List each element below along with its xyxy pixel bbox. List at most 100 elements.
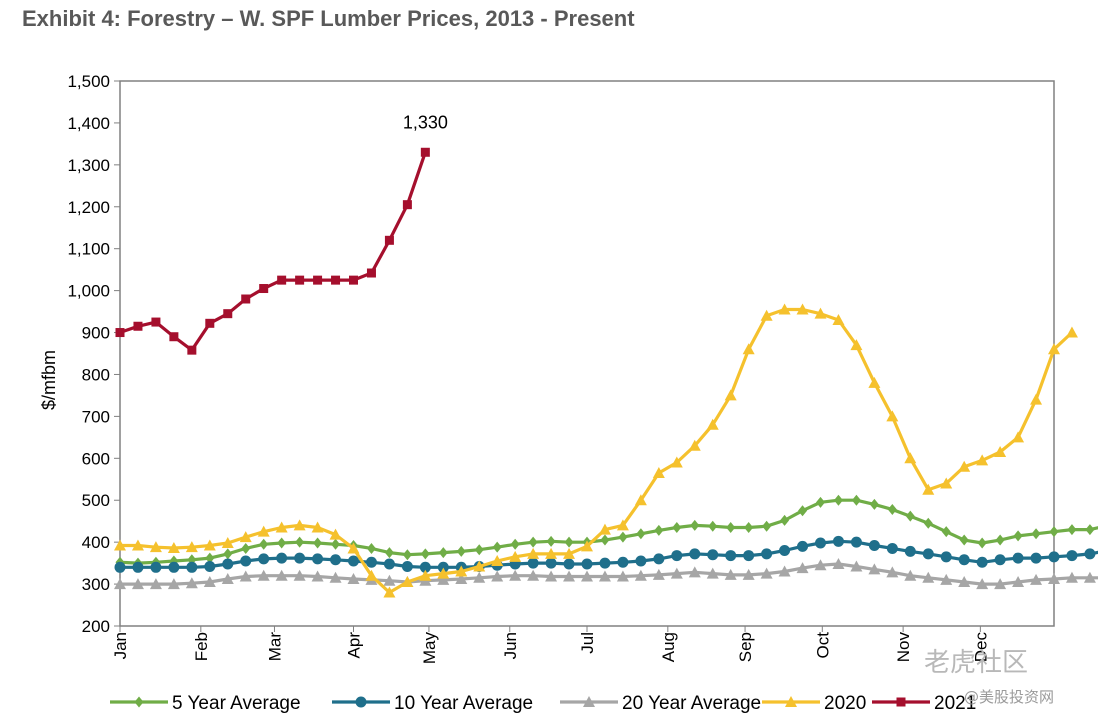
- data-point: [744, 521, 754, 533]
- data-point: [545, 557, 557, 569]
- x-tick-label: Oct: [813, 632, 832, 659]
- series-line: [119, 498, 1098, 565]
- data-point: [257, 569, 270, 581]
- data-point: [868, 540, 880, 552]
- data-point: [977, 537, 987, 549]
- data-point: [726, 521, 736, 533]
- data-point: [742, 343, 755, 355]
- data-point: [958, 554, 970, 566]
- data-point: [455, 573, 468, 585]
- x-tick-label: Dec: [971, 632, 990, 663]
- data-point: [832, 313, 845, 325]
- data-point: [1065, 571, 1078, 583]
- data-point: [850, 536, 862, 548]
- x-tick-label: Feb: [192, 632, 211, 661]
- data-point: [654, 524, 664, 536]
- data-point: [510, 538, 520, 550]
- data-point: [653, 553, 665, 565]
- data-point: [151, 317, 161, 327]
- data-point: [311, 521, 324, 533]
- data-point: [688, 566, 701, 578]
- data-point: [940, 551, 952, 563]
- legend: 5 Year Average 10 Year Average 20 Year Ave…: [110, 693, 976, 714]
- data-point: [994, 446, 1007, 458]
- data-point: [1030, 552, 1042, 564]
- data-point: [240, 555, 252, 567]
- series-layer: 1,330: [114, 112, 1098, 598]
- data-point: [330, 554, 342, 566]
- data-point: [222, 558, 234, 570]
- data-point: [205, 552, 215, 564]
- data-point: [456, 545, 466, 557]
- data-point: [1012, 575, 1025, 587]
- data-point: [347, 542, 360, 554]
- data-point: [295, 275, 305, 285]
- data-point: [1012, 552, 1024, 564]
- data-point: [563, 547, 576, 559]
- data-point: [780, 514, 790, 526]
- data-point: [617, 556, 629, 568]
- data-point: [851, 494, 861, 506]
- data-point: [742, 568, 755, 580]
- data-point: [527, 569, 540, 581]
- data-point: [688, 439, 701, 451]
- data-point: [816, 496, 825, 508]
- data-point: [798, 505, 808, 517]
- data-point: [114, 561, 126, 573]
- axis-layer: 200 300 400 500 600 700 800 900 1,000 1,100 1,200 1…: [67, 72, 990, 664]
- watermark-logo-text: 老虎社区: [924, 648, 1029, 678]
- data-point: [419, 569, 432, 581]
- data-point: [527, 547, 540, 559]
- data-point: [743, 550, 755, 562]
- data-point: [923, 517, 933, 529]
- data-point: [168, 561, 180, 573]
- data-point: [724, 568, 737, 580]
- x-tick-label: Jan: [111, 632, 130, 659]
- data-point: [419, 561, 431, 573]
- data-point: [814, 307, 827, 319]
- y-tick-label: 1,300: [67, 156, 110, 175]
- data-point: [241, 542, 251, 554]
- y-tick-label: 200: [82, 617, 110, 636]
- data-point: [1031, 528, 1041, 540]
- data-point: [725, 550, 737, 562]
- data-point: [383, 574, 396, 586]
- data-point: [114, 578, 126, 590]
- data-point: [257, 525, 270, 537]
- y-tick-label: 1,400: [67, 114, 110, 133]
- data-point: [150, 561, 162, 573]
- data-point: [868, 376, 881, 388]
- data-point: [329, 571, 342, 583]
- data-point: [896, 697, 906, 707]
- data-point: [922, 483, 935, 495]
- y-tick-label: 300: [82, 575, 110, 594]
- data-point: [204, 560, 216, 572]
- x-tick-label: Jul: [578, 632, 597, 654]
- data-point: [223, 548, 233, 560]
- data-point: [528, 536, 538, 548]
- data-point: [437, 561, 449, 573]
- data-point: [886, 566, 899, 578]
- data-point: [115, 328, 125, 338]
- data-point: [1048, 343, 1060, 355]
- data-point: [132, 561, 144, 573]
- data-point: [509, 550, 522, 562]
- x-tick-label: May: [420, 632, 439, 665]
- data-point: [564, 536, 574, 548]
- x-tick-label: Aug: [659, 632, 678, 662]
- y-tick-label: 500: [82, 491, 110, 510]
- data-point: [491, 555, 504, 567]
- data-point: [276, 552, 288, 564]
- data-point: [402, 549, 412, 561]
- data-point: [420, 147, 430, 157]
- data-point: [437, 573, 450, 585]
- x-tick-label: Mar: [265, 632, 284, 662]
- data-point: [940, 477, 953, 489]
- data-point: [437, 567, 450, 579]
- data-point: [221, 536, 234, 548]
- data-point: [114, 539, 126, 551]
- data-point: [131, 578, 144, 590]
- data-point: [652, 466, 665, 478]
- data-point: [761, 548, 773, 560]
